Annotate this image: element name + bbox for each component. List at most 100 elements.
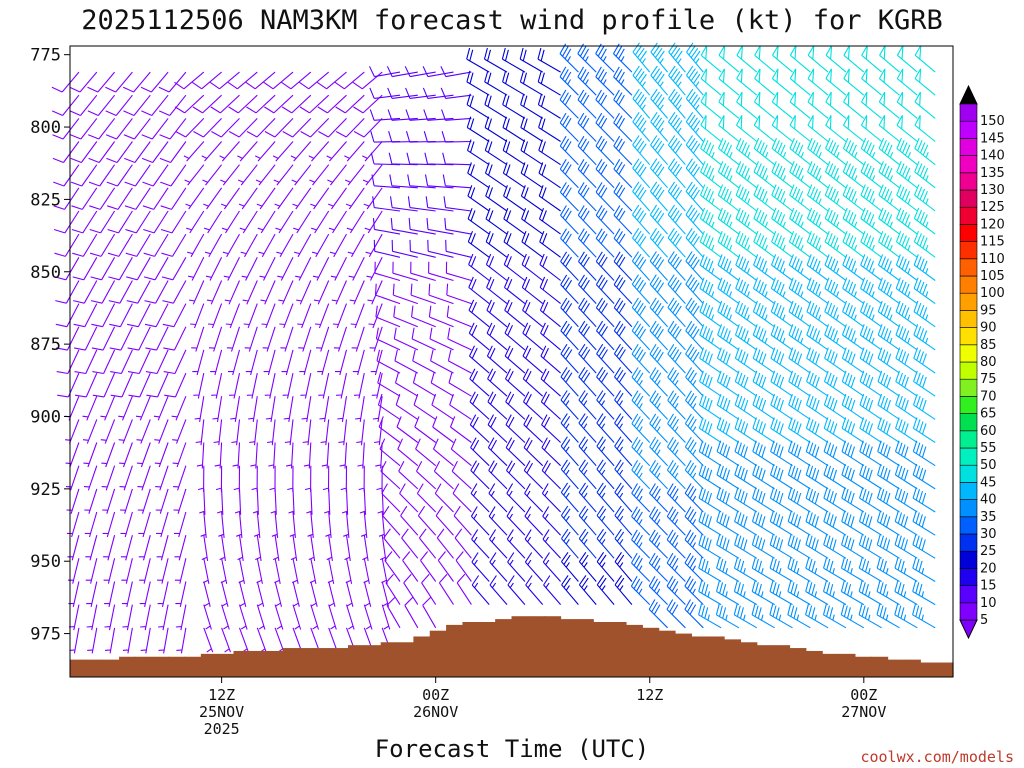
colorbar-max-arrow [959,84,978,105]
wind-barb [103,558,116,584]
wind-barb [124,187,151,210]
wind-barb [824,300,847,328]
wind-barb [700,137,722,166]
wind-barb [484,93,508,119]
colorbar-label: 115 [980,235,1005,250]
wind-barb [447,349,472,374]
wind-barb [717,254,740,281]
wind-barb [717,137,740,166]
wind-barb [163,349,187,375]
wind-barb [842,277,865,305]
colorbar-swatch [959,533,978,552]
wind-barb [788,370,811,397]
wind-barb [445,239,472,258]
wind-barb [67,535,80,561]
x-tick-label: 2025 [204,720,240,738]
wind-barb [666,460,686,490]
wind-barb [348,257,365,281]
wind-barb [443,196,472,212]
wind-barb [88,164,116,187]
wind-barb [218,511,225,538]
wind-barb [895,231,918,258]
wind-barb [649,251,669,281]
wind-barb [807,68,829,96]
wind-barb [753,115,775,142]
wind-barb [70,164,98,187]
wind-barb [432,438,454,467]
wind-barb [859,417,882,443]
wind-barb [649,204,669,235]
wind-barb [877,463,900,490]
wind-barb [372,196,401,212]
wind-barb [220,187,240,210]
wind-barb [578,390,597,420]
wind-barb [699,277,722,305]
wind-barb [209,71,240,90]
wind-barb [631,552,651,582]
wind-barb [57,372,80,398]
wind-barb [698,580,722,606]
wind-barb [125,233,151,257]
wind-barb [316,326,330,352]
wind-barb [860,230,882,258]
wind-barb [416,483,437,513]
terrain-column [887,659,905,677]
wind-barb [274,581,283,607]
wind-barb [912,463,936,490]
wind-barb [349,280,365,305]
wind-barb [302,419,312,446]
wind-barb [716,487,740,513]
wind-barb [614,390,633,420]
wind-barb [524,529,544,559]
wind-barb [405,87,436,99]
wind-barb [485,208,508,235]
terrain-column [527,616,545,677]
colorbar-label: 45 [980,475,997,490]
wind-barb [560,413,579,443]
wind-barb [631,367,651,397]
wind-barb [559,112,579,142]
wind-barb [751,510,775,536]
wind-barb [84,511,98,538]
wind-barb [67,558,80,584]
wind-barb [204,233,223,258]
wind-barb [232,442,241,469]
wind-barb [754,91,775,119]
wind-barb [109,326,133,351]
wind-barb [449,416,472,443]
wind-barb [699,370,722,397]
wind-barb [120,511,133,538]
wind-barb [805,510,829,536]
wind-barb [53,210,80,234]
wind-barb [877,347,900,374]
colorbar-label: 15 [980,579,997,594]
wind-barb [806,277,829,305]
wind-barb [878,137,900,166]
x-tick-label: 12Z [636,686,663,704]
wind-barb [101,465,116,491]
wind-barb [501,47,526,73]
wind-barb [153,395,169,421]
wind-barb [912,440,936,467]
wind-barb [596,413,615,443]
terrain-column [707,636,725,677]
wind-barb [326,141,347,162]
terrain-column [184,656,202,677]
wind-barb [823,463,847,490]
wind-barb [307,511,314,538]
wind-barb [596,367,615,397]
colorbar-swatch [959,413,978,432]
wind-barb [806,207,829,235]
wind-barb [560,436,579,467]
wind-barb [538,162,561,189]
wind-barb [238,558,246,584]
wind-barb [51,94,80,117]
wind-barb [446,305,472,328]
wind-barb [841,417,865,443]
wind-barb [577,182,597,212]
wind-barb [299,71,330,90]
wind-barb [485,231,508,258]
wind-barb [352,349,365,376]
wind-barb [841,393,865,420]
wind-barb [537,70,561,96]
